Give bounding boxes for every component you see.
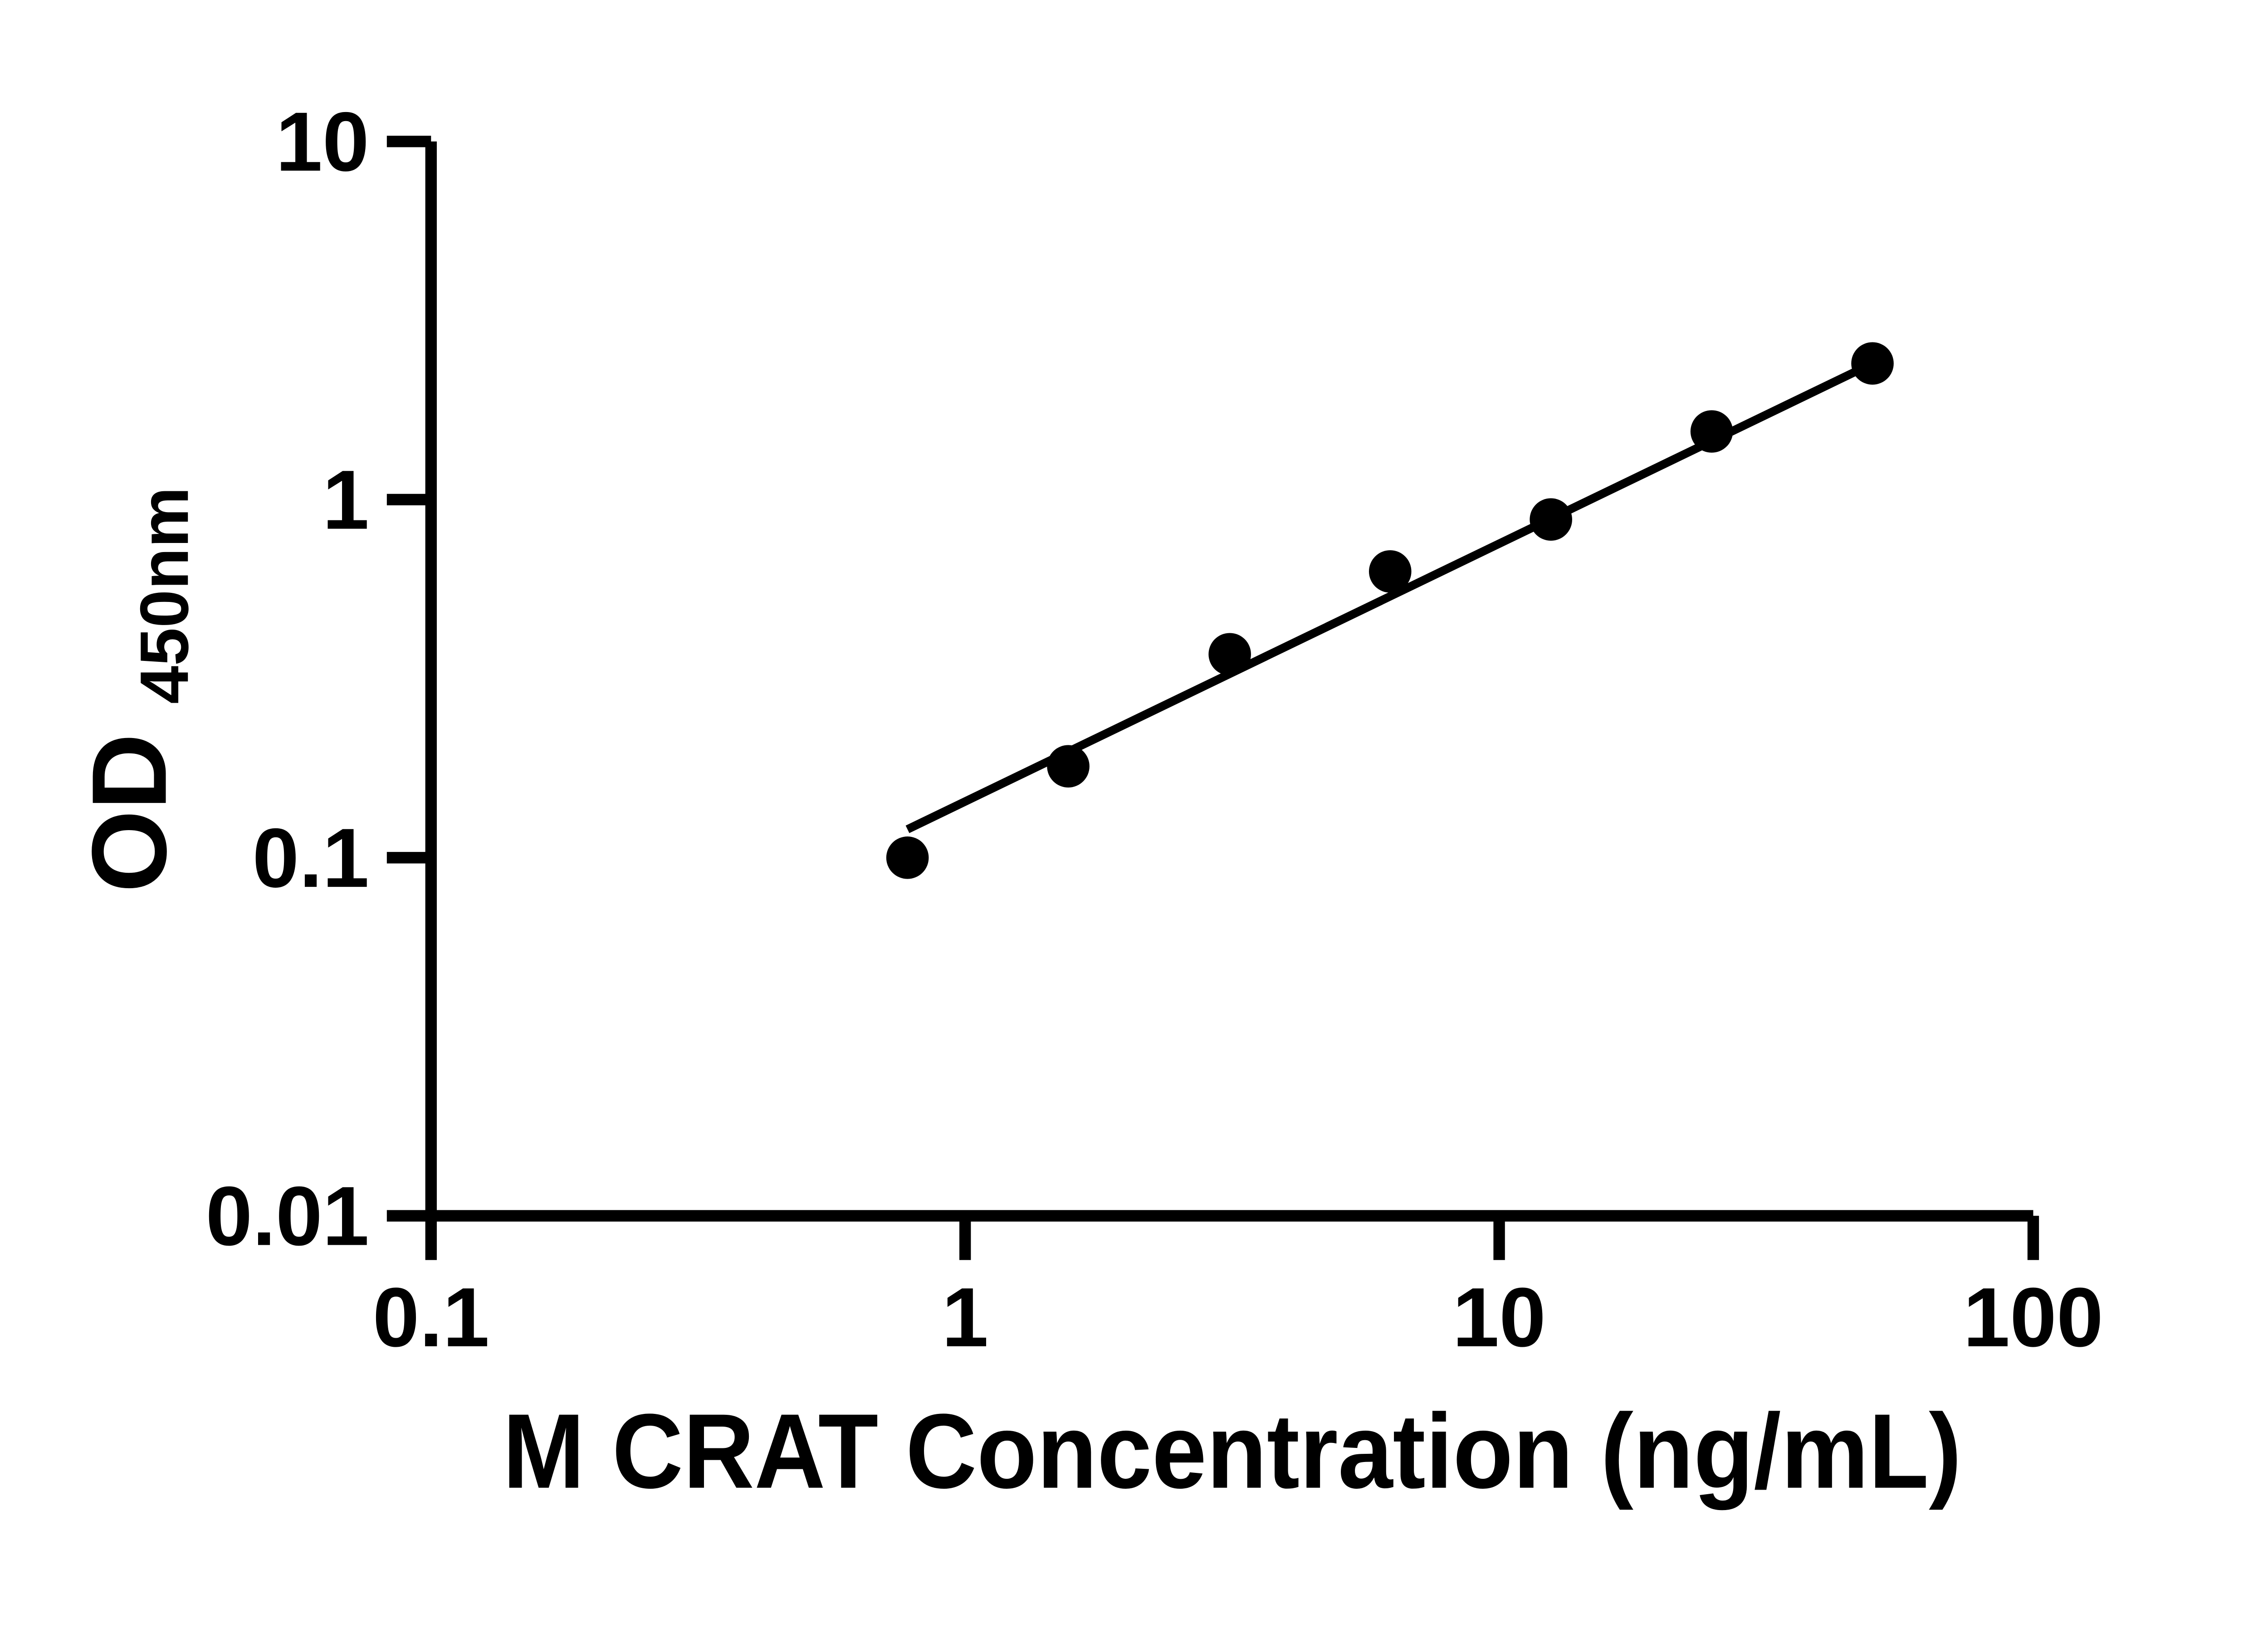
y-axis-title: OD 450nm bbox=[70, 487, 203, 892]
x-axis: 0.1 1 10 100 M CRAT Concentration (ng/mL) bbox=[373, 1210, 2103, 1511]
data-point bbox=[886, 836, 929, 879]
x-tick-labels: 0.1 1 10 100 bbox=[373, 1271, 2103, 1364]
y-axis-title-main: OD bbox=[70, 733, 189, 893]
y-tick-label: 1 bbox=[323, 453, 369, 547]
elisa-standard-curve-chart: 0.1 1 10 100 M CRAT Concentration (ng/mL) 1… bbox=[0, 0, 2268, 1592]
y-axis-title-subscript: 450nm bbox=[126, 487, 203, 704]
data-point bbox=[1690, 410, 1733, 453]
y-axis: 10 1 0.1 0.01 OD 450nm bbox=[70, 95, 437, 1263]
data-point bbox=[1208, 633, 1251, 676]
y-tick-label: 0.01 bbox=[205, 1169, 369, 1263]
x-tick-label: 0.1 bbox=[373, 1271, 489, 1364]
x-tick-label: 10 bbox=[1452, 1271, 1546, 1364]
data-point-series bbox=[886, 342, 1894, 879]
y-tick-label: 10 bbox=[276, 95, 369, 189]
data-point bbox=[1530, 498, 1572, 541]
y-tick-label: 0.1 bbox=[252, 811, 369, 905]
x-tick-label: 1 bbox=[942, 1271, 988, 1364]
figure-background bbox=[0, 0, 2268, 1592]
x-ticks bbox=[425, 1216, 2039, 1260]
x-tick-label: 100 bbox=[1963, 1271, 2103, 1364]
x-axis-title: M CRAT Concentration (ng/mL) bbox=[503, 1392, 1961, 1511]
data-point bbox=[1047, 745, 1090, 788]
data-point bbox=[1851, 342, 1894, 385]
y-ticks bbox=[386, 136, 431, 1222]
data-point bbox=[1369, 550, 1412, 593]
y-tick-labels: 10 1 0.1 0.01 bbox=[205, 95, 369, 1263]
plot-area bbox=[886, 342, 1894, 879]
